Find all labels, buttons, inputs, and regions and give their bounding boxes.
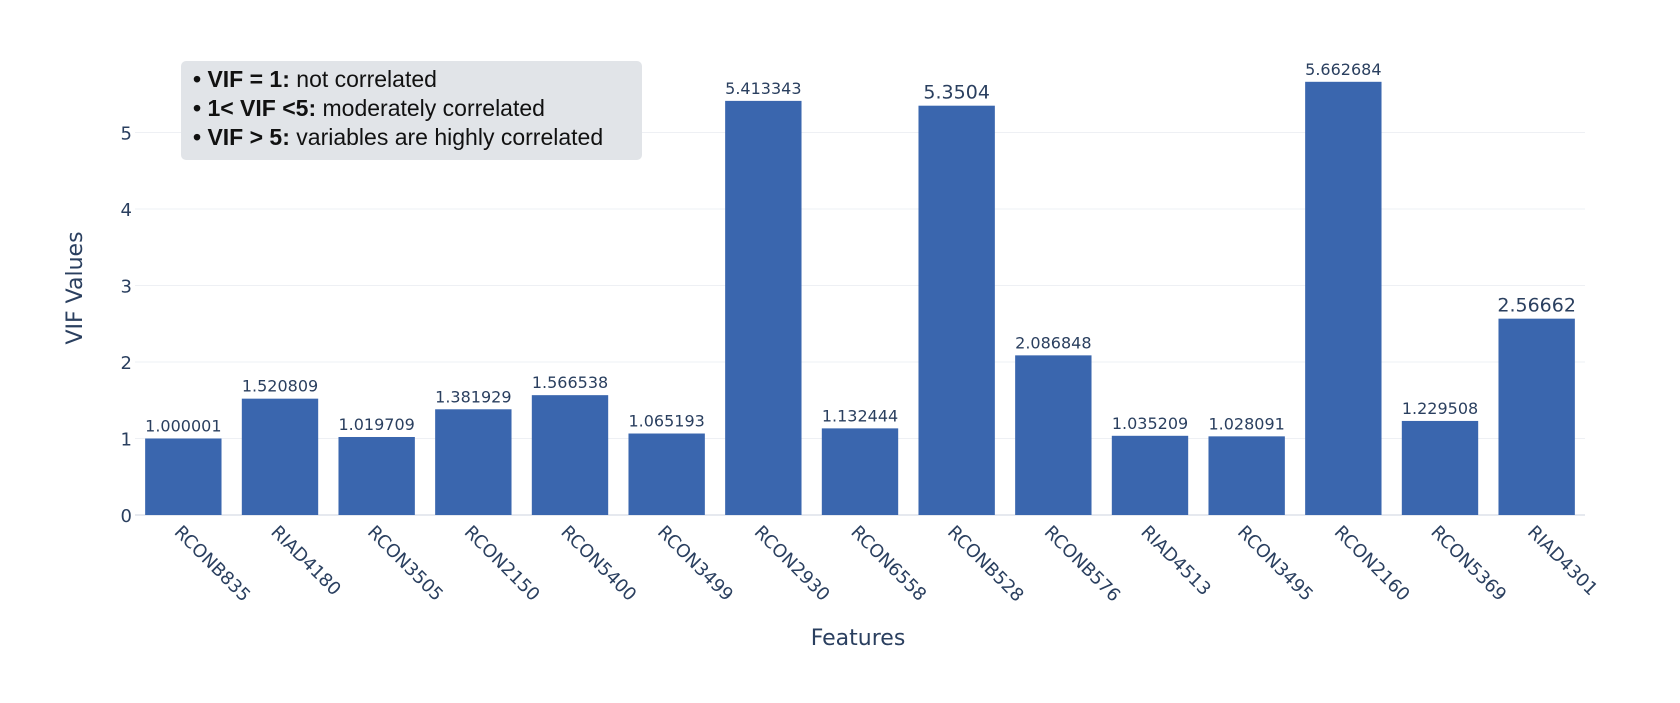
annotation-line-moderately-correlated: • 1< VIF <5: moderately correlated	[193, 94, 642, 123]
bar	[145, 438, 221, 515]
x-tick-label: RCONB528	[943, 522, 1028, 607]
bar	[918, 106, 994, 515]
y-axis-ticks: 0 1 2 3 4 5	[121, 124, 132, 528]
bar-value-label: 1.381929	[435, 387, 511, 406]
x-tick-label: RCON5369	[1426, 522, 1510, 606]
x-tick-label: RCON2150	[460, 522, 544, 606]
y-tick-label: 1	[121, 430, 132, 451]
y-tick-label: 3	[121, 277, 132, 298]
bar-value-label: 1.132444	[822, 406, 898, 425]
x-tick-label: RCON2160	[1330, 522, 1414, 606]
bar	[242, 399, 318, 515]
bar-value-label: 2.086848	[1015, 333, 1091, 352]
bar-value-label: 1.065193	[628, 412, 704, 431]
bar	[1208, 436, 1284, 515]
bar	[1498, 319, 1574, 515]
x-axis-title: Features	[811, 626, 906, 651]
x-tick-label: RIAD4180	[266, 522, 344, 600]
bar-value-label: 1.019709	[338, 415, 414, 434]
x-axis-ticks: RCONB835 RIAD4180 RCON3505 RCON2150 RCON5400…	[170, 522, 1602, 607]
bar-value-label: 1.000001	[145, 416, 221, 435]
x-tick-label: RIAD4301	[1523, 522, 1601, 600]
x-tick-label: RCONB576	[1040, 522, 1125, 607]
bar	[1402, 421, 1478, 515]
annotation-line-not-correlated: • VIF = 1: not correlated	[193, 65, 642, 94]
bar	[1112, 436, 1188, 515]
annotation-text: variables are highly correlated	[290, 124, 603, 150]
bar-value-label: 1.566538	[532, 373, 608, 392]
x-tick-label: RCON5400	[556, 522, 640, 606]
x-tick-label: RCON3505	[363, 522, 447, 606]
y-tick-label: 4	[121, 200, 132, 221]
annotation-text: moderately correlated	[316, 95, 545, 121]
bar	[532, 395, 608, 515]
bar	[725, 101, 801, 515]
bar	[435, 409, 511, 515]
annotation-key: • VIF > 5:	[193, 124, 290, 150]
bar-value-label: 1.520809	[242, 377, 318, 396]
x-tick-label: RCON2930	[750, 522, 834, 606]
bar-value-label: 1.229508	[1402, 399, 1478, 418]
y-axis-title: VIF Values	[63, 231, 88, 344]
bar-value-label: 5.662684	[1305, 60, 1381, 79]
bar-value-label: 2.56662	[1497, 295, 1576, 317]
bar-value-label: 5.3504	[923, 82, 989, 104]
bar	[628, 434, 704, 515]
x-tick-label: RCON3499	[653, 522, 737, 606]
annotation-text: not correlated	[290, 66, 437, 92]
x-tick-label: RCON6558	[846, 522, 930, 606]
bar	[338, 437, 414, 515]
bar-value-label: 5.413343	[725, 79, 801, 98]
annotation-key: • VIF = 1:	[193, 66, 290, 92]
bar	[1305, 82, 1381, 515]
vif-interpretation-annotation: • VIF = 1: not correlated • 1< VIF <5: m…	[181, 61, 642, 160]
x-tick-label: RIAD4513	[1136, 522, 1214, 600]
bar	[822, 428, 898, 515]
bar-value-label: 1.028091	[1208, 414, 1284, 433]
x-tick-label: RCON3495	[1233, 522, 1317, 606]
x-tick-label: RCONB835	[170, 522, 255, 607]
annotation-key: • 1< VIF <5:	[193, 95, 316, 121]
y-tick-label: 2	[121, 353, 132, 374]
y-tick-label: 0	[121, 506, 132, 527]
annotation-line-highly-correlated: • VIF > 5: variables are highly correlat…	[193, 123, 642, 152]
bar-value-label: 1.035209	[1112, 414, 1188, 433]
bar	[1015, 355, 1091, 515]
y-tick-label: 5	[121, 124, 132, 145]
